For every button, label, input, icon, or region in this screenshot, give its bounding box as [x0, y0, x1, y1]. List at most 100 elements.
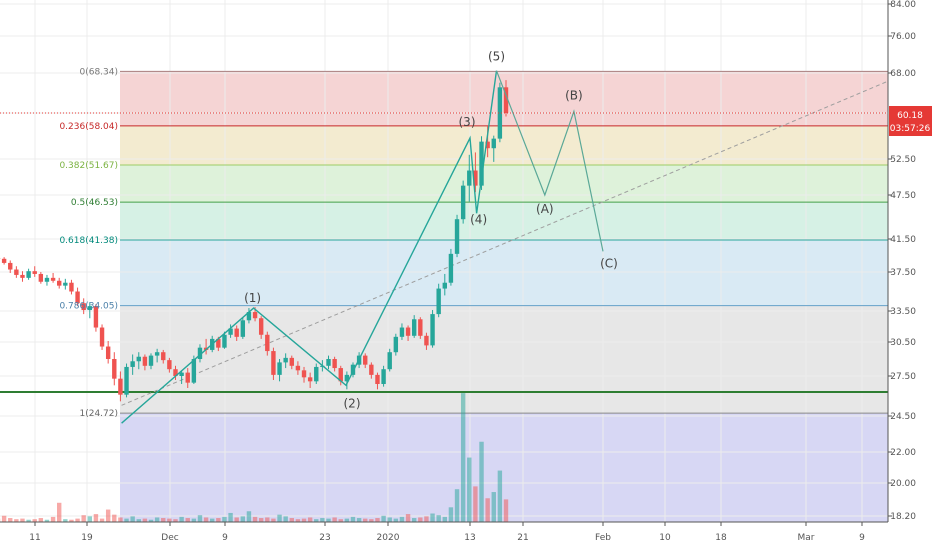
- volume-bar: [406, 514, 410, 522]
- candle-body: [412, 319, 416, 336]
- candle-body: [369, 365, 373, 375]
- candle-body: [149, 356, 153, 366]
- volume-bar: [222, 517, 226, 522]
- fib-zone-0.618: [120, 240, 888, 306]
- candle-body: [265, 335, 269, 351]
- fib-level-labels: 0(68.34)0.236(58.04)0.382(51.67)0.5(46.5…: [59, 67, 118, 419]
- candle-body: [33, 271, 37, 274]
- time-tick-label: 23: [319, 533, 330, 543]
- volume-bar: [186, 518, 190, 522]
- candle-body: [314, 367, 318, 381]
- candle-body: [2, 259, 6, 263]
- volume-bar: [424, 516, 428, 522]
- volume-bar: [161, 518, 165, 522]
- volume-bar: [363, 519, 367, 522]
- volume-bar: [455, 489, 459, 522]
- current-price-badge: 60.18 03:57:26: [889, 106, 932, 136]
- volume-bar: [308, 517, 312, 522]
- fib-zone-0.382: [120, 165, 888, 202]
- volume-bar: [216, 518, 220, 522]
- volume-bar: [253, 517, 257, 522]
- price-tick-label: 30.50: [890, 338, 916, 348]
- volume-bar: [118, 517, 122, 522]
- candle-body: [400, 328, 404, 337]
- candle-body: [222, 335, 226, 348]
- candle-body: [290, 358, 294, 366]
- fib-label-0.786: 0.786(34.05): [59, 302, 118, 312]
- volume-bar: [498, 471, 502, 522]
- wave-label: (3): [459, 115, 476, 129]
- volume-bar: [88, 516, 92, 522]
- candle-body: [143, 357, 147, 366]
- volume-bar: [290, 518, 294, 522]
- volume-bar: [283, 516, 287, 522]
- candle-body: [124, 367, 128, 395]
- volume-bar: [394, 519, 398, 522]
- time-tick-label: 2020: [377, 533, 400, 543]
- volume-bar: [179, 517, 183, 522]
- candle-body: [283, 358, 287, 363]
- candle-body: [326, 359, 330, 366]
- candle-body: [461, 186, 465, 220]
- volume-bar: [302, 519, 306, 522]
- time-tick-label: 21: [517, 533, 528, 543]
- candle-body: [308, 377, 312, 381]
- volume-bar: [130, 516, 134, 522]
- volume-bar: [39, 518, 43, 522]
- volume-bar: [345, 519, 349, 522]
- candle-body: [259, 318, 263, 335]
- candle-body: [467, 171, 471, 186]
- price-tick-label: 20.00: [890, 479, 916, 489]
- price-tick-label: 37.50: [890, 268, 916, 278]
- candle-body: [167, 360, 171, 369]
- fib-zone-0.786: [120, 306, 888, 413]
- fib-zone-fills: [120, 71, 888, 522]
- time-tick-label: 9: [222, 533, 228, 543]
- volume-bar: [57, 503, 61, 522]
- volume-bar: [473, 486, 477, 522]
- volume-bar: [430, 514, 434, 522]
- wave-label: (4): [470, 212, 487, 226]
- fib-label-0.5: 0.5(46.53): [71, 198, 118, 208]
- volume-bar: [94, 514, 98, 522]
- volume-bar: [357, 518, 361, 522]
- price-tick-label: 24.50: [890, 412, 916, 422]
- volume-bar: [375, 518, 379, 522]
- candle-body: [39, 274, 43, 282]
- candle-body: [363, 356, 367, 365]
- volume-bar: [320, 518, 324, 522]
- volume-bar: [400, 517, 404, 522]
- candle-body: [394, 337, 398, 352]
- candle-body: [271, 351, 275, 375]
- candle-body: [381, 369, 385, 384]
- wave-label: (2): [344, 396, 361, 410]
- wave-label: (A): [536, 202, 554, 216]
- volume-bar: [265, 517, 269, 522]
- fib-label-1: 1(24.72): [79, 409, 118, 419]
- price-tick-label: 27.50: [890, 372, 916, 382]
- volume-bar: [436, 515, 440, 522]
- candle-body: [443, 283, 447, 289]
- fib-label-0.618: 0.618(41.38): [59, 236, 118, 246]
- volume-bar: [418, 517, 422, 522]
- volume-bar: [381, 516, 385, 522]
- candle-body: [492, 139, 496, 149]
- candle-body: [118, 379, 122, 395]
- candle-body: [130, 361, 134, 367]
- volume-bar: [234, 517, 238, 522]
- price-tick-label: 47.50: [890, 191, 916, 201]
- candle-body: [14, 270, 18, 275]
- current-price-countdown: 03:57:26: [890, 124, 931, 134]
- candle-body: [406, 328, 410, 336]
- volume-bar: [20, 519, 24, 522]
- candle-body: [234, 329, 238, 337]
- volume-bar: [198, 515, 202, 522]
- volume-bar: [81, 515, 85, 522]
- candle-body: [277, 362, 281, 374]
- candle-body: [45, 278, 49, 282]
- candle-body: [418, 319, 422, 336]
- volume-bar: [100, 519, 104, 522]
- time-tick-label: 19: [81, 533, 93, 543]
- volume-bar: [210, 519, 214, 522]
